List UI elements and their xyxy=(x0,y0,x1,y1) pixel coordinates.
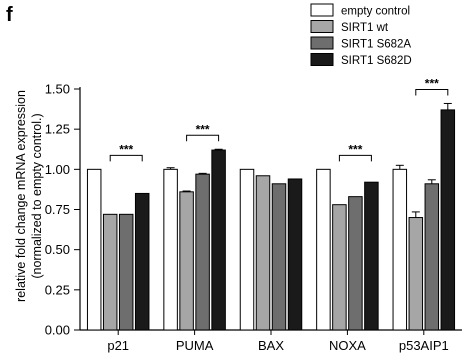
significance-markers: *** *** *** *** xyxy=(110,76,448,161)
x-tick-label: NOXA xyxy=(329,338,366,353)
bar xyxy=(349,197,363,330)
bar xyxy=(119,214,133,330)
bar xyxy=(164,169,178,330)
y-tick-label: 0.00 xyxy=(45,323,70,338)
legend-swatch xyxy=(311,37,333,49)
y-axis-label-line-2: (normalized to empty control.) xyxy=(30,113,44,278)
y-tick-label: 0.50 xyxy=(45,242,70,257)
bar xyxy=(441,110,455,330)
x-tick-label: BAX xyxy=(258,338,284,353)
y-axis: 0.00 0.25 0.50 0.75 1.00 1.25 1.50 xyxy=(45,82,80,338)
bar xyxy=(212,150,226,330)
bars xyxy=(87,103,454,330)
legend-swatch xyxy=(311,21,333,33)
y-tick-label: 1.50 xyxy=(45,82,70,97)
y-tick-label: 0.25 xyxy=(45,282,70,297)
legend-label: SIRT1 S682D xyxy=(341,55,412,67)
bar xyxy=(256,176,270,330)
bar xyxy=(425,184,439,330)
y-tick-label: 0.75 xyxy=(45,202,70,217)
y-tick-label: 1.25 xyxy=(45,122,70,137)
legend-swatch xyxy=(311,4,333,16)
legend-swatch xyxy=(311,54,333,66)
x-tick-label: p21 xyxy=(107,338,129,353)
x-tick-label: PUMA xyxy=(176,338,214,353)
significance-label: *** xyxy=(196,122,210,136)
significance-label: *** xyxy=(348,142,362,156)
y-axis-label: relative fold change mRNA expression (no… xyxy=(14,90,44,302)
x-axis: p21 PUMA BAX NOXA p53AIP1 xyxy=(80,330,462,353)
legend-label: empty control xyxy=(341,6,410,18)
bar xyxy=(272,184,286,330)
chart-legend: empty control SIRT1 wt SIRT1 S682A SIRT1 S6… xyxy=(311,4,412,67)
bar xyxy=(196,174,210,330)
bar xyxy=(135,193,149,330)
significance-label: *** xyxy=(119,142,133,156)
bar xyxy=(333,205,347,330)
legend-label: SIRT1 S682A xyxy=(341,39,411,51)
x-tick-label: p53AIP1 xyxy=(399,338,449,353)
bar xyxy=(409,218,423,330)
bar xyxy=(180,192,194,330)
bar xyxy=(365,182,379,330)
bar xyxy=(317,169,331,330)
legend-label: SIRT1 wt xyxy=(341,22,389,34)
bar xyxy=(393,169,407,330)
bar xyxy=(288,179,302,330)
bar xyxy=(103,214,117,330)
bar xyxy=(87,169,101,330)
y-tick-label: 1.00 xyxy=(45,162,70,177)
bar xyxy=(240,169,254,330)
y-axis-label-line-1: relative fold change mRNA expression xyxy=(14,90,28,302)
significance-label: *** xyxy=(425,76,439,90)
